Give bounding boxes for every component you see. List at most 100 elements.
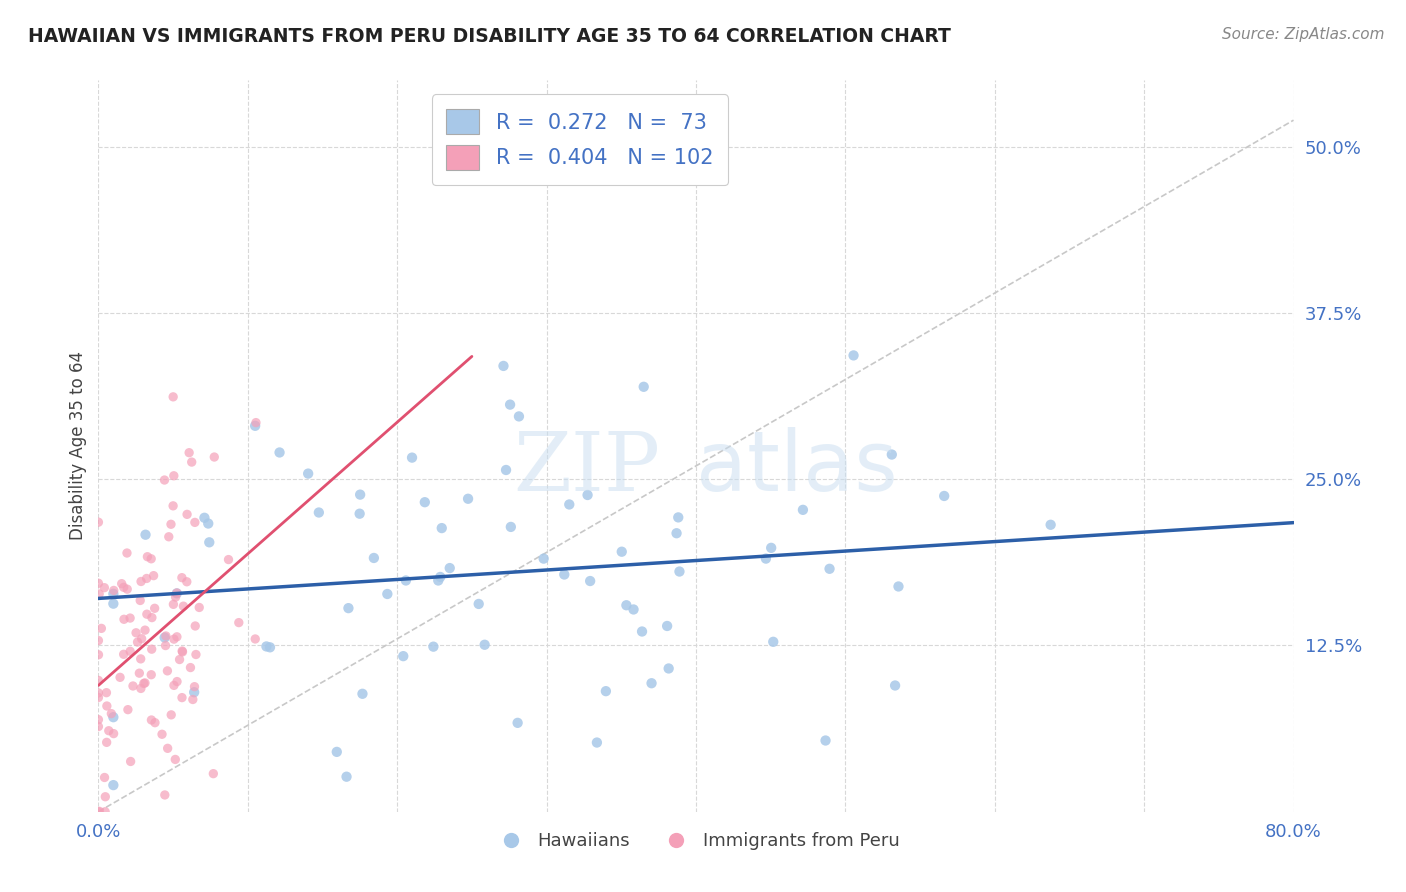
Point bbox=[576, 488, 599, 502]
Point bbox=[172, 645, 194, 659]
Point bbox=[166, 586, 188, 600]
Legend: Hawaiians, Immigrants from Peru: Hawaiians, Immigrants from Peru bbox=[485, 825, 907, 857]
Point bbox=[165, 752, 187, 766]
Point bbox=[467, 597, 489, 611]
Point bbox=[198, 535, 221, 549]
Point bbox=[135, 607, 157, 622]
Point bbox=[89, 587, 111, 601]
Point bbox=[141, 642, 163, 657]
Point bbox=[595, 684, 617, 698]
Point bbox=[134, 527, 156, 541]
Point bbox=[392, 649, 415, 664]
Point bbox=[349, 488, 371, 502]
Point bbox=[172, 599, 194, 614]
Point bbox=[228, 615, 250, 630]
Point bbox=[153, 631, 176, 645]
Point bbox=[759, 541, 782, 555]
Point bbox=[579, 574, 602, 588]
Point bbox=[1039, 517, 1062, 532]
Point bbox=[103, 597, 125, 611]
Point bbox=[125, 625, 148, 640]
Point bbox=[180, 455, 202, 469]
Point bbox=[170, 571, 193, 585]
Point bbox=[640, 676, 662, 690]
Point bbox=[97, 723, 120, 738]
Point bbox=[401, 450, 423, 465]
Point bbox=[87, 720, 110, 734]
Point bbox=[87, 690, 110, 705]
Point bbox=[884, 678, 907, 692]
Point bbox=[308, 506, 330, 520]
Point bbox=[375, 587, 398, 601]
Point bbox=[155, 629, 177, 643]
Point bbox=[259, 640, 281, 655]
Point bbox=[169, 652, 191, 666]
Point bbox=[429, 570, 451, 584]
Point bbox=[495, 463, 517, 477]
Point bbox=[755, 551, 778, 566]
Point bbox=[134, 676, 156, 690]
Point bbox=[94, 805, 117, 819]
Point bbox=[163, 678, 186, 692]
Point bbox=[96, 735, 118, 749]
Y-axis label: Disability Age 35 to 64: Disability Age 35 to 64 bbox=[69, 351, 87, 541]
Text: atlas: atlas bbox=[696, 427, 897, 508]
Point bbox=[352, 687, 374, 701]
Point bbox=[143, 715, 166, 730]
Point bbox=[87, 515, 110, 529]
Point bbox=[112, 648, 135, 662]
Point bbox=[156, 664, 179, 678]
Point bbox=[162, 598, 184, 612]
Point bbox=[668, 565, 690, 579]
Point bbox=[188, 600, 211, 615]
Point bbox=[163, 468, 186, 483]
Point bbox=[439, 561, 461, 575]
Point bbox=[100, 706, 122, 721]
Point bbox=[792, 503, 814, 517]
Point bbox=[413, 495, 436, 509]
Point bbox=[655, 619, 678, 633]
Point bbox=[558, 498, 581, 512]
Point bbox=[658, 661, 681, 675]
Point bbox=[508, 409, 530, 424]
Point bbox=[103, 778, 125, 792]
Point bbox=[245, 632, 267, 646]
Point bbox=[335, 770, 357, 784]
Point bbox=[183, 685, 205, 699]
Point bbox=[430, 521, 453, 535]
Point bbox=[665, 526, 688, 541]
Point bbox=[156, 741, 179, 756]
Point bbox=[141, 667, 163, 681]
Point bbox=[87, 686, 110, 700]
Point bbox=[887, 579, 910, 593]
Point bbox=[474, 638, 496, 652]
Point bbox=[457, 491, 479, 506]
Point bbox=[160, 517, 183, 532]
Point bbox=[553, 567, 575, 582]
Point bbox=[87, 673, 110, 688]
Point bbox=[245, 416, 267, 430]
Point bbox=[111, 576, 134, 591]
Point bbox=[337, 601, 360, 615]
Point bbox=[326, 745, 349, 759]
Point bbox=[153, 473, 176, 487]
Point bbox=[162, 499, 184, 513]
Point bbox=[633, 380, 655, 394]
Point bbox=[157, 530, 180, 544]
Point bbox=[176, 574, 198, 589]
Point bbox=[112, 580, 135, 594]
Point bbox=[506, 715, 529, 730]
Point bbox=[363, 551, 385, 566]
Point bbox=[269, 445, 291, 459]
Point bbox=[87, 805, 110, 819]
Point bbox=[143, 601, 166, 615]
Point bbox=[103, 587, 125, 601]
Point bbox=[197, 516, 219, 531]
Point bbox=[623, 602, 645, 616]
Point bbox=[183, 680, 205, 694]
Point bbox=[181, 692, 204, 706]
Point bbox=[96, 686, 118, 700]
Point bbox=[129, 652, 152, 666]
Point bbox=[87, 713, 110, 727]
Point bbox=[163, 632, 186, 647]
